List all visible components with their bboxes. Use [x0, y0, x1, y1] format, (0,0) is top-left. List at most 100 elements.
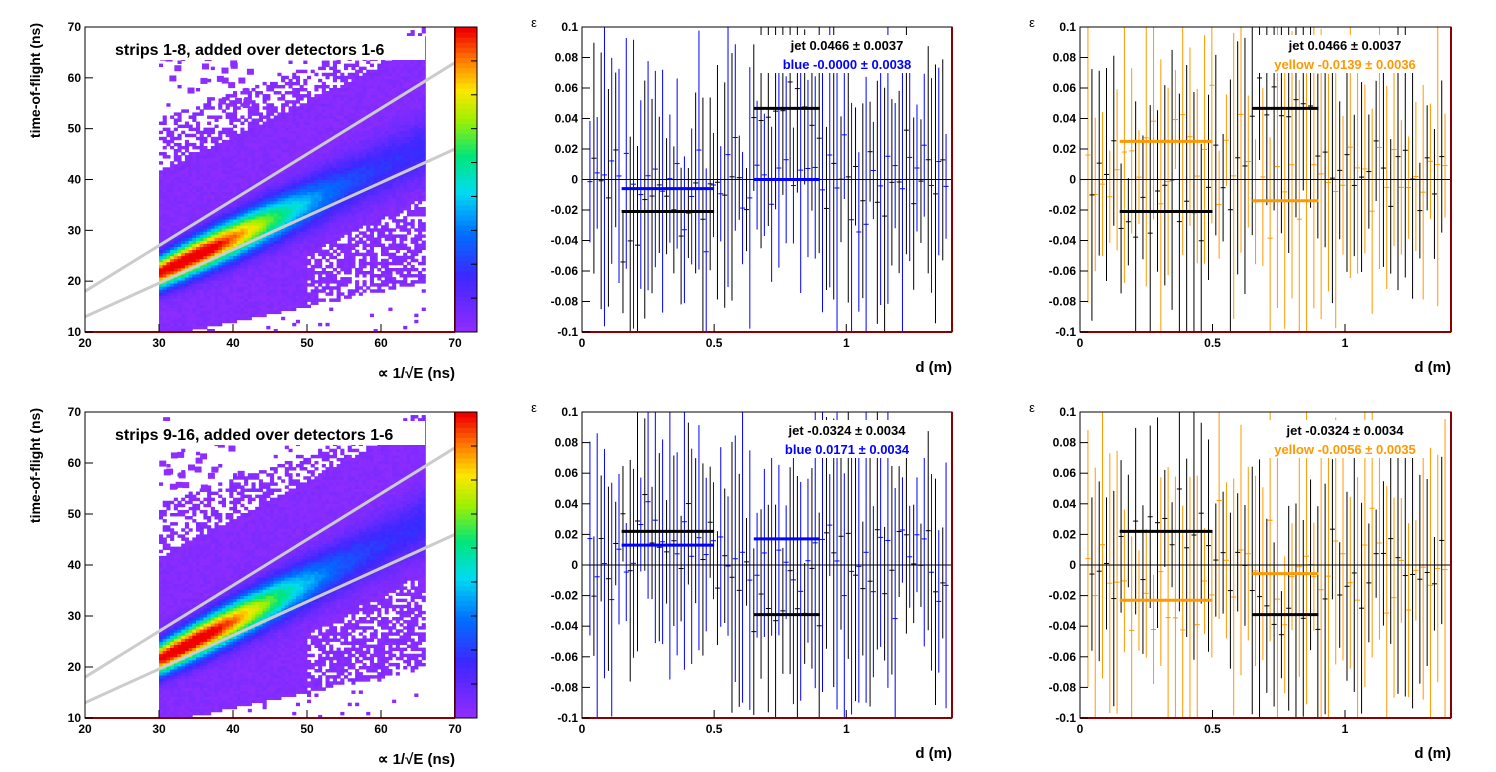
heat-cell: [366, 234, 371, 238]
heat-cell: [307, 106, 312, 110]
heat-cell: [340, 133, 345, 138]
heat-cell: [199, 142, 204, 147]
heat-cell: [295, 210, 300, 214]
heat-cell: [166, 271, 171, 275]
heat-cell: [355, 222, 360, 226]
heat-cell: [321, 88, 326, 92]
heat-cell: [395, 149, 400, 153]
heat-cell: [196, 292, 201, 296]
heat-cell: [277, 203, 282, 208]
heat-cell: [295, 277, 300, 281]
heat-cell: [314, 173, 319, 177]
heat-cell: [292, 240, 297, 244]
heat-cell: [362, 72, 367, 77]
heat-cell: [406, 84, 411, 89]
heat-cell: [392, 267, 397, 272]
heat-cell: [284, 200, 289, 205]
heat-cell: [159, 307, 164, 312]
heat-cell: [307, 103, 312, 107]
heat-cell: [262, 261, 267, 266]
heat-cell: [325, 91, 330, 95]
heat-cell: [321, 197, 326, 202]
heat-cell: [366, 75, 371, 80]
heat-cell: [351, 173, 356, 177]
heat-cell: [366, 173, 371, 177]
heat-cell: [310, 216, 315, 220]
heat-cell: [221, 127, 226, 132]
heat-cell: [266, 261, 271, 266]
heat-cell: [159, 289, 164, 293]
heat-cell: [229, 170, 234, 174]
heat-cell: [210, 213, 215, 217]
heat-cell: [299, 182, 304, 186]
heat-cell: [199, 286, 204, 290]
heat-cell: [247, 161, 252, 165]
heat-cell: [258, 228, 263, 232]
heat-cell: [273, 118, 278, 122]
heat-cell: [406, 66, 411, 71]
heat-cell: [369, 258, 374, 263]
heat-cell: [281, 316, 286, 321]
heat-cell: [366, 158, 371, 162]
heat-cell: [292, 91, 297, 95]
heat-cell: [373, 84, 378, 89]
heat-cell: [214, 115, 219, 119]
heat-cell: [325, 167, 330, 171]
heat-cell: [192, 219, 197, 223]
heat-cell: [414, 240, 419, 244]
heat-cell: [344, 109, 349, 113]
heat-cell: [358, 149, 363, 153]
heat-cell: [381, 182, 386, 186]
heat-cell: [303, 200, 308, 205]
heat-cell: [262, 277, 267, 281]
heat-cell: [373, 170, 378, 174]
heat-cell: [395, 219, 400, 223]
heat-cell: [340, 283, 345, 287]
heat-cell: [284, 118, 289, 122]
heat-cell: [210, 206, 215, 211]
heat-cell: [233, 289, 238, 293]
heat-cell: [188, 307, 193, 312]
heat-cell: [177, 313, 182, 318]
heat-cell: [295, 109, 300, 113]
heat-cell: [366, 149, 371, 153]
heat-cell: [329, 106, 334, 110]
heat-cell: [295, 188, 300, 193]
heat-cell: [207, 194, 212, 199]
heat-cell: [318, 283, 323, 287]
heat-cell: [355, 164, 360, 168]
heat-cell: [399, 72, 404, 77]
heat-cell: [240, 219, 245, 223]
heat-cell: [325, 155, 330, 159]
heat-cell: [284, 231, 289, 235]
heat-cell: [369, 213, 374, 217]
heat-cell: [373, 237, 378, 241]
heat-cell: [247, 301, 252, 305]
heat-cell: [266, 84, 271, 89]
heat-cell: [418, 133, 423, 138]
heat-cell: [258, 194, 263, 199]
heat-cell: [210, 179, 215, 183]
heat-cell: [255, 161, 260, 165]
heat-cell: [299, 261, 304, 266]
heat-cell: [418, 277, 423, 281]
heat-cell: [225, 316, 230, 321]
heat-cell: [318, 136, 323, 141]
heat-cell: [362, 145, 367, 150]
heat-cell: [199, 240, 204, 244]
heat-cell: [358, 182, 363, 186]
heat-cell: [295, 136, 300, 141]
heat-cell: [262, 139, 267, 144]
heat-cell: [318, 200, 323, 205]
heat-cell: [281, 97, 286, 101]
heat-cell: [421, 228, 426, 232]
heat-cell: [351, 213, 356, 217]
heat-cell: [299, 121, 304, 125]
heat-cell: [262, 203, 267, 208]
heat-cell: [403, 243, 408, 247]
heat-cell: [218, 188, 223, 193]
heat-cell: [188, 234, 193, 238]
heat-cell: [384, 280, 389, 284]
heat-cell: [196, 231, 201, 235]
heat-cell: [170, 136, 175, 141]
